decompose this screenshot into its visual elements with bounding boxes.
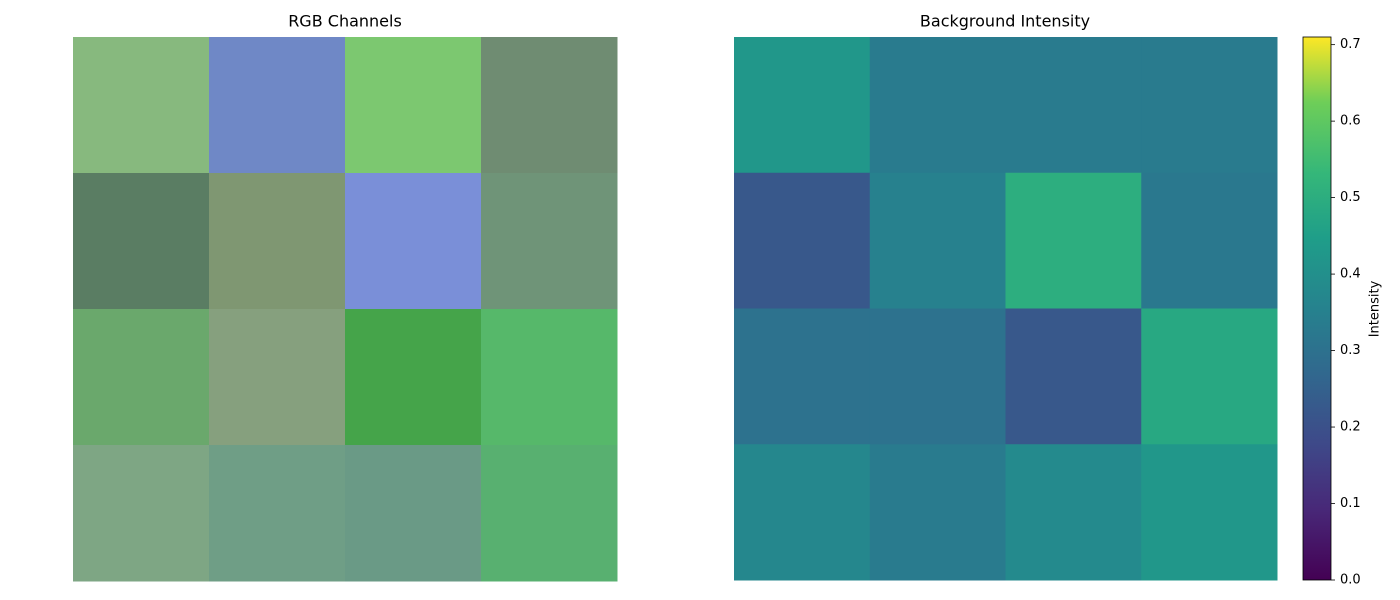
rgb-tile xyxy=(73,309,210,446)
rgb-tile xyxy=(345,445,482,582)
right-title: Background Intensity xyxy=(920,12,1090,31)
heat-tile xyxy=(1141,37,1278,174)
colorbar-tick-label: 0.1 xyxy=(1340,496,1361,511)
rgb-tile xyxy=(345,309,482,446)
colorbar-tick-label: 0.5 xyxy=(1340,190,1361,205)
rgb-tile xyxy=(209,445,346,582)
heat-tile xyxy=(869,172,1006,309)
colorbar-label: Intensity xyxy=(1368,280,1383,337)
rgb-tile xyxy=(73,173,210,310)
rgb-tile xyxy=(481,309,618,446)
colorbar-tick-label: 0.6 xyxy=(1340,114,1361,129)
heat-tile xyxy=(1141,444,1278,581)
heat-tile xyxy=(1005,37,1142,174)
rgb-tile xyxy=(481,173,618,310)
heat-tile xyxy=(1141,172,1278,309)
heat-tile xyxy=(1005,308,1142,445)
rgb-tile xyxy=(345,173,482,310)
rgb-tile xyxy=(73,37,210,174)
rgb-tile xyxy=(345,37,482,174)
colorbar-tick-label: 0.0 xyxy=(1340,573,1361,588)
heat-tile xyxy=(734,37,871,174)
heat-tile xyxy=(734,172,871,309)
heat-tile xyxy=(734,308,871,445)
rgb-tile xyxy=(209,37,346,174)
colorbar-tick-label: 0.2 xyxy=(1340,420,1361,435)
heat-tile xyxy=(734,444,871,581)
heat-tile xyxy=(1141,308,1278,445)
heat-tile xyxy=(869,37,1006,174)
rgb-tile xyxy=(481,445,618,582)
colorbar-tick-label: 0.7 xyxy=(1340,37,1361,52)
heat-tile xyxy=(1005,444,1142,581)
rgb-tile xyxy=(481,37,618,174)
left-title: RGB Channels xyxy=(288,12,402,31)
colorbar-tick-label: 0.3 xyxy=(1340,343,1361,358)
rgb-tile xyxy=(209,309,346,446)
colorbar xyxy=(1302,36,1332,581)
rgb-tile xyxy=(73,445,210,582)
colorbar-tick-label: 0.4 xyxy=(1340,267,1361,282)
heat-tile xyxy=(869,444,1006,581)
heat-tile xyxy=(1005,172,1142,309)
heat-tile xyxy=(869,308,1006,445)
rgb-tile xyxy=(209,173,346,310)
